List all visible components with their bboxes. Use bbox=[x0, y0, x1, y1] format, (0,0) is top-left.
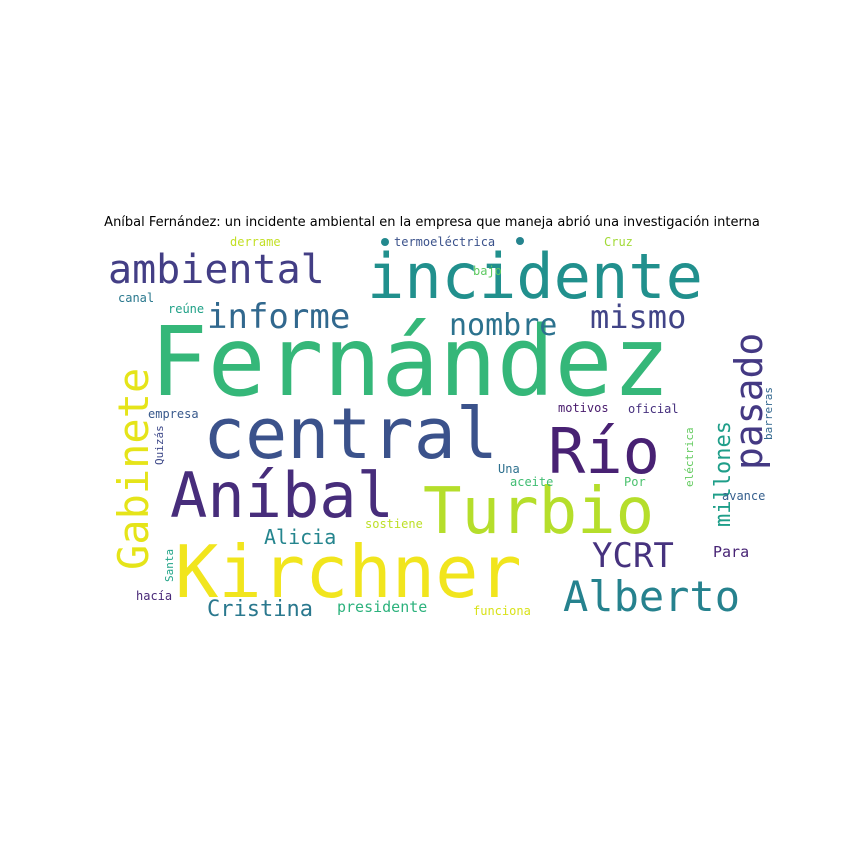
word-quizas: Quizás bbox=[153, 425, 166, 465]
word-reune: reúne bbox=[168, 302, 204, 316]
word-alicia: Alicia bbox=[264, 525, 336, 549]
word-turbio: Turbio bbox=[423, 475, 654, 549]
word-santa: Santa bbox=[163, 549, 176, 582]
word-nombre: nombre bbox=[449, 308, 557, 343]
word-anibal: Aníbal bbox=[170, 459, 394, 532]
word-funciona: funciona bbox=[473, 604, 531, 618]
word-aceite: aceite bbox=[510, 475, 553, 489]
word-termoelectrica: termoeléctrica bbox=[394, 235, 495, 249]
word-rio: Río bbox=[548, 415, 660, 488]
word-avance: avance bbox=[722, 489, 765, 503]
word-una: Una bbox=[498, 462, 520, 476]
word-barreras: barreras bbox=[762, 387, 775, 440]
word-ycrt: YCRT bbox=[592, 536, 674, 576]
word-kirchner: Kirchner bbox=[175, 530, 522, 614]
word-sostiene: sostiene bbox=[365, 517, 423, 531]
word-informe: informe bbox=[207, 297, 350, 337]
word-oficial: oficial bbox=[628, 402, 679, 416]
word-cristina: Cristina bbox=[207, 597, 313, 622]
chart-title: Aníbal Fernández: un incidente ambiental… bbox=[104, 215, 760, 230]
dot-mark bbox=[516, 237, 524, 245]
word-millones: millones bbox=[711, 421, 736, 527]
word-canal: canal bbox=[118, 291, 154, 305]
word-bajo: bajo bbox=[473, 264, 502, 278]
word-por: Por bbox=[624, 475, 646, 489]
word-fernandez: Fernández bbox=[150, 306, 670, 418]
word-gabinete: Gabinete bbox=[109, 368, 158, 570]
word-hacia: hacía bbox=[136, 589, 172, 603]
word-empresa: empresa bbox=[148, 407, 199, 421]
word-central: central bbox=[203, 393, 498, 475]
word-para: Para bbox=[713, 543, 749, 561]
word-electrica: eléctrica bbox=[683, 427, 696, 487]
word-ambiental: ambiental bbox=[108, 247, 325, 293]
word-incidente: incidente bbox=[367, 240, 703, 313]
word-cruz: Cruz bbox=[604, 235, 633, 249]
word-alberto: Alberto bbox=[563, 572, 740, 621]
word-mismo: mismo bbox=[590, 298, 686, 336]
word-pasado: pasado bbox=[727, 333, 771, 470]
dot-mark bbox=[381, 238, 389, 246]
word-derrame: derrame bbox=[230, 235, 281, 249]
word-motivos: motivos bbox=[558, 401, 609, 415]
word-presidente: presidente bbox=[337, 598, 427, 616]
